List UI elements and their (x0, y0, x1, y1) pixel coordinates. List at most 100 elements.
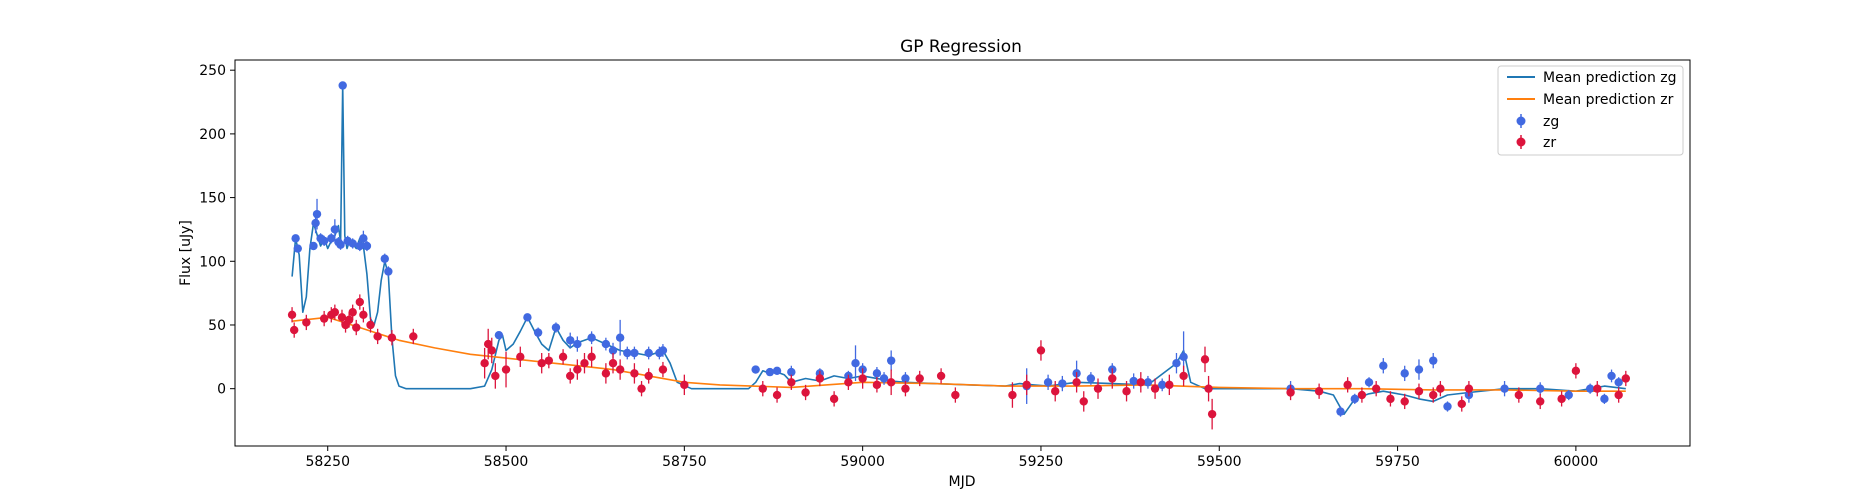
legend-label-zr-line: Mean prediction zr (1543, 92, 1674, 108)
zg-data-point (1429, 356, 1438, 365)
zr-data-point (480, 358, 489, 368)
zr-data-point (287, 310, 297, 319)
legend-swatch-zr-marker (1516, 137, 1526, 147)
zg-data-point (886, 356, 896, 365)
zg-points (291, 81, 1623, 417)
zr-data-point (537, 358, 546, 368)
x-tick-label: 58500 (484, 454, 529, 470)
zr-data-point (1614, 390, 1623, 400)
zr-data-point (1136, 378, 1146, 387)
zr-data-point (1108, 374, 1117, 383)
zr-data-point (1400, 397, 1409, 406)
zg-data-point (787, 367, 796, 377)
zg-data-point (1536, 384, 1545, 393)
zg-data-point (1379, 361, 1388, 370)
zr-data-point (1072, 378, 1081, 387)
zg-data-point (623, 348, 632, 358)
legend-box (1497, 65, 1684, 156)
zr-data-point (352, 323, 361, 332)
zr-mean-prediction-line (292, 316, 1626, 393)
zr-data-point (637, 384, 646, 393)
zr-data-point (487, 346, 496, 355)
zr-data-point (1165, 380, 1174, 390)
zg-data-point (751, 365, 760, 374)
zr-data-point (1079, 397, 1088, 406)
plot-frame (234, 59, 1691, 447)
zr-data-point (844, 378, 853, 387)
zr-data-point (344, 315, 354, 325)
zr-data-point (319, 314, 329, 323)
legend-label-zr: zr (1543, 135, 1556, 151)
y-tick-label: 250 (199, 63, 226, 79)
zr-data-point (608, 358, 618, 368)
zg-data-point (348, 239, 357, 248)
zg-data-point (566, 336, 575, 345)
zg-data-point (355, 241, 365, 251)
zr-data-point (1557, 394, 1566, 404)
zg-data-point (312, 209, 322, 219)
zr-data-point (348, 308, 357, 317)
zr-data-point (858, 374, 867, 383)
zg-data-point (291, 234, 300, 243)
zg-data-point (608, 346, 618, 355)
zr-data-point (787, 378, 796, 387)
zg-data-point (901, 374, 910, 383)
zr-data-point (1008, 390, 1017, 400)
zr-data-point (630, 369, 639, 378)
zr-data-point (580, 358, 589, 368)
legend-label-zg-line: Mean prediction zg (1543, 70, 1677, 86)
zr-data-point (615, 365, 625, 374)
zr-data-point (815, 374, 825, 383)
zr-data-point (1179, 371, 1188, 381)
zg-data-point (772, 366, 782, 376)
zr-data-point (1022, 380, 1031, 390)
zg-data-point (1564, 390, 1573, 400)
zg-data-point (1414, 365, 1424, 374)
zg-data-point (851, 358, 860, 368)
zr-data-point (680, 380, 689, 390)
zg-data-point (1364, 378, 1374, 387)
zr-data-point (1122, 387, 1131, 396)
zg-data-point (1336, 407, 1345, 416)
y-tick-label: 200 (199, 127, 226, 143)
zr-points (287, 294, 1631, 430)
zg-data-point (533, 328, 543, 337)
zg-data-point (384, 267, 393, 276)
zr-data-point (772, 390, 782, 400)
zr-data-point (1093, 384, 1103, 393)
zg-data-point (573, 339, 582, 349)
zr-data-point (1536, 397, 1545, 406)
zg-data-point (1585, 384, 1595, 393)
zr-data-point (491, 371, 500, 381)
zr-data-point (644, 371, 653, 381)
zg-data-point (362, 241, 372, 251)
zg-data-point (1400, 369, 1409, 378)
x-axis: 58250 58500 58750 59000 59250 59500 59750 60000 (305, 446, 1598, 470)
zg-data-point (587, 333, 596, 342)
zr-data-point (915, 374, 924, 383)
zr-data-point (1343, 380, 1352, 390)
zg-data-point (380, 254, 389, 263)
zr-data-point (1593, 384, 1602, 393)
zr-data-point (829, 394, 839, 404)
y-tick-label: 0 (217, 382, 226, 398)
zr-data-point (409, 332, 418, 341)
zg-data-point (630, 348, 639, 358)
zg-data-point (1043, 378, 1053, 387)
legend: Mean prediction zg Mean prediction zr zg… (1497, 65, 1684, 156)
zr-data-point (366, 320, 375, 330)
zg-data-point (1129, 376, 1138, 386)
zr-data-point (1414, 387, 1424, 396)
zg-data-point (1172, 358, 1181, 368)
zr-data-point (1436, 384, 1445, 393)
zr-data-point (544, 356, 554, 365)
zr-data-point (1204, 384, 1213, 393)
zr-data-point (601, 369, 611, 378)
zr-data-point (758, 384, 767, 393)
legend-label-zg: zg (1543, 114, 1559, 130)
zg-data-point (1143, 378, 1153, 387)
zg-data-point (1086, 374, 1096, 383)
zr-data-point (289, 325, 299, 335)
x-tick-label: 59500 (1197, 454, 1242, 470)
